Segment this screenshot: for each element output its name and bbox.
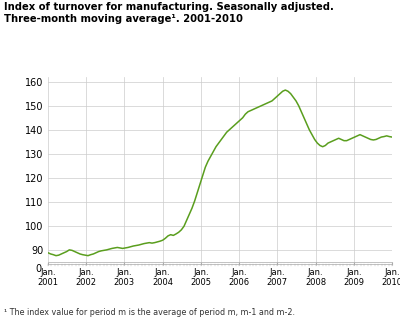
Text: Index of turnover for manufacturing. Seasonally adjusted.: Index of turnover for manufacturing. Sea… bbox=[4, 2, 334, 12]
Text: Three-month moving average¹. 2001-2010: Three-month moving average¹. 2001-2010 bbox=[4, 14, 243, 24]
Text: 0: 0 bbox=[36, 264, 42, 274]
Text: ¹ The index value for period m is the average of period m, m-1 and m-2.: ¹ The index value for period m is the av… bbox=[4, 308, 295, 317]
